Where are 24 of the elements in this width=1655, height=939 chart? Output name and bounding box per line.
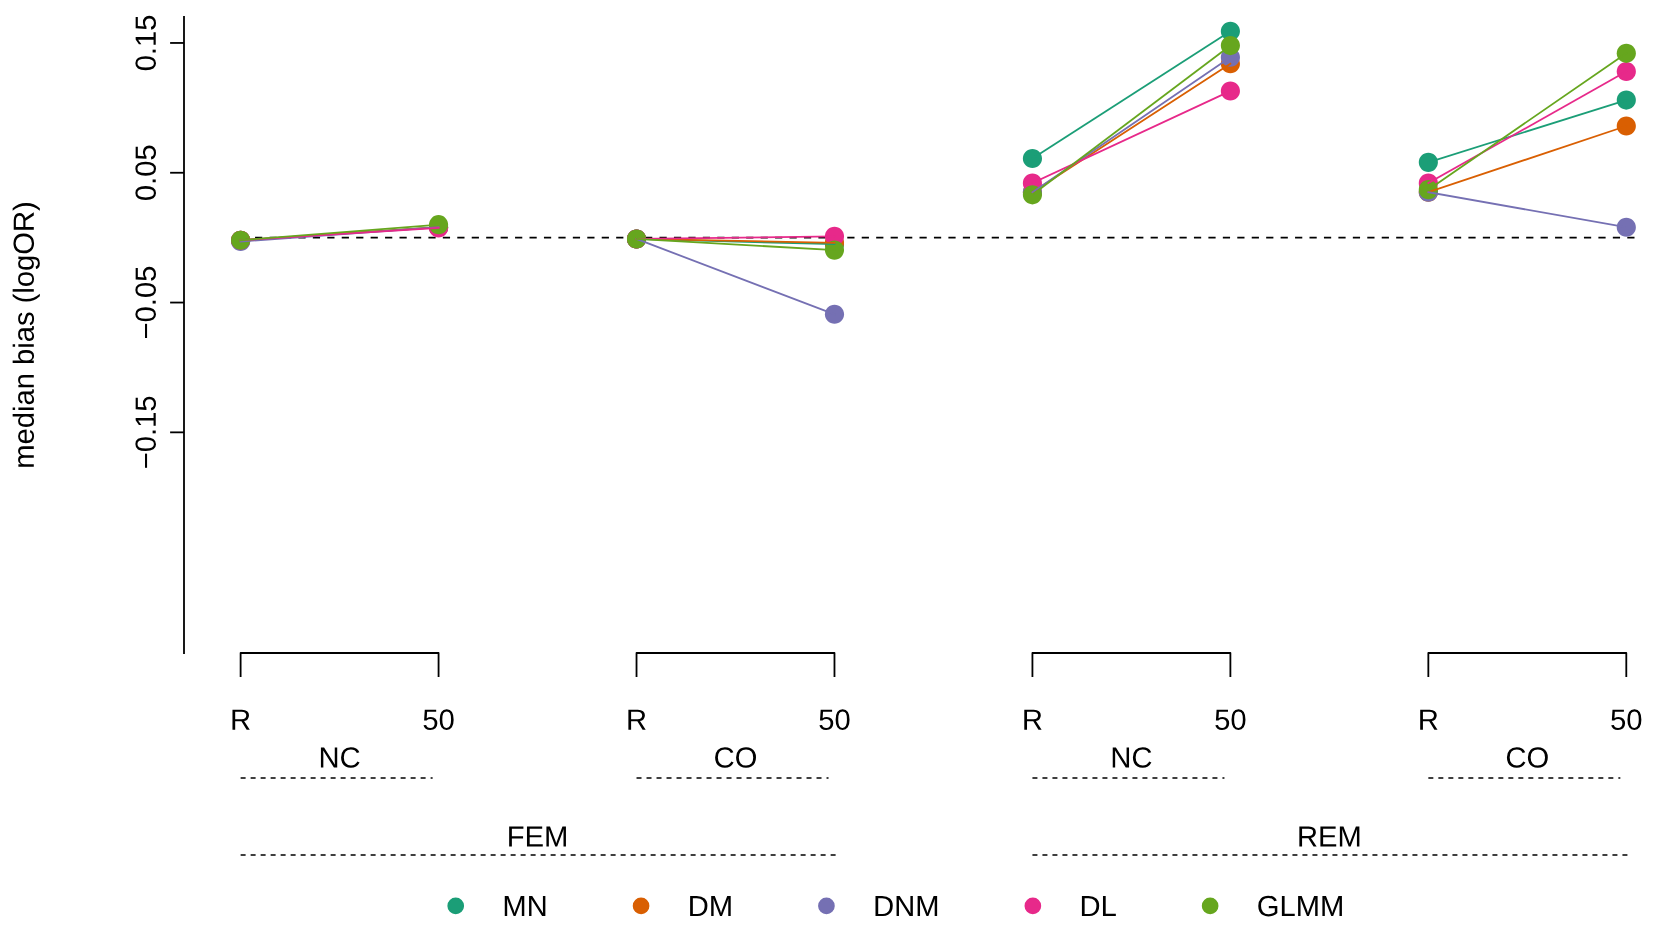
text: FEM — [509, 826, 566, 847]
x-tick-label: R — [628, 709, 646, 730]
y-tick-label: 0.05 — [135, 145, 157, 200]
legend-label: GLMM — [1258, 895, 1342, 917]
text: NC — [1112, 747, 1152, 768]
text: REM — [1299, 826, 1360, 847]
y-tick-label: −0.15 — [135, 396, 157, 468]
x-tick-label: R — [232, 709, 250, 730]
x-tick-label: R — [1024, 709, 1042, 730]
x-tick-label: 50 — [1611, 709, 1642, 730]
y-tick-label: −0.05 — [135, 266, 157, 339]
text: CO — [715, 747, 756, 768]
legend-label: DL — [1081, 896, 1116, 917]
x-tick-label: 50 — [819, 709, 850, 730]
legend-label: MN — [504, 896, 546, 917]
y-axis-title: median bias (logOR) — [12, 203, 40, 467]
y-tick-label: 0.15 — [135, 15, 157, 71]
x-tick-label: 50 — [423, 709, 454, 730]
text: NC — [320, 747, 360, 768]
text: CO — [1506, 747, 1548, 768]
x-tick-label: 50 — [1215, 709, 1246, 730]
legend-label: DNM — [875, 896, 938, 917]
x-tick-label: R — [1420, 709, 1438, 730]
legend-label: DM — [690, 896, 731, 917]
